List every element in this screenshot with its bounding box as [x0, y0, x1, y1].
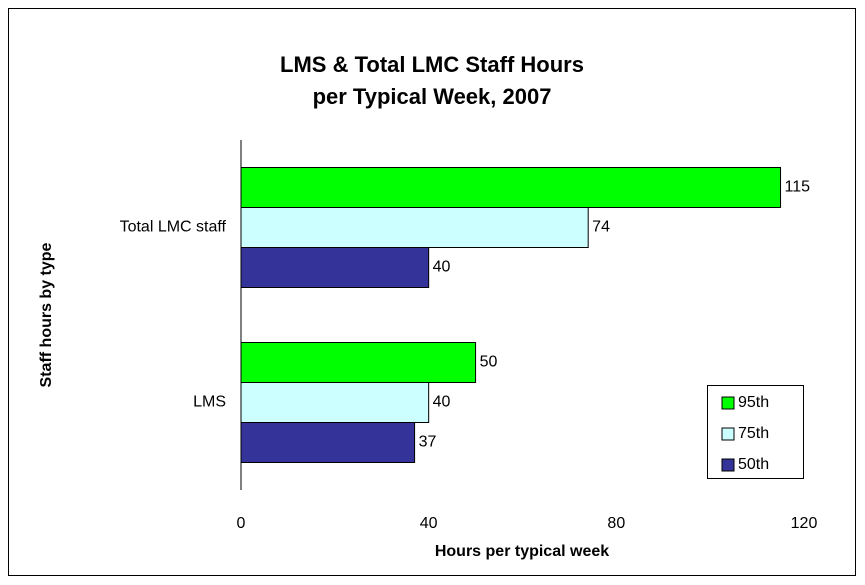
data-label: 40 — [433, 259, 451, 276]
x-tick-label: 80 — [607, 515, 625, 532]
data-label: 37 — [419, 434, 437, 451]
chart-title: LMS & Total LMC Staff Hours — [280, 52, 584, 77]
data-label: 40 — [433, 394, 451, 411]
x-tick-label: 120 — [791, 515, 818, 532]
x-tick-label: 0 — [237, 515, 246, 532]
bar — [240, 382, 430, 423]
data-label: 50 — [480, 354, 498, 371]
y-axis-title: Staff hours by type — [38, 242, 55, 387]
y-tick-label: Total LMC staff — [120, 219, 227, 236]
legend-swatch — [721, 427, 735, 441]
bar — [240, 342, 477, 383]
data-label: 115 — [785, 179, 811, 196]
bar — [240, 247, 430, 288]
legend-label: 75th — [738, 425, 769, 442]
bar — [240, 167, 782, 208]
legend-label: 50th — [738, 456, 769, 473]
data-label: 74 — [592, 219, 610, 236]
x-axis-title: Hours per typical week — [435, 543, 609, 560]
chart-title: per Typical Week, 2007 — [313, 84, 552, 109]
x-tick-label: 40 — [420, 515, 438, 532]
chart-border — [8, 8, 856, 576]
bar — [240, 422, 416, 463]
legend-swatch — [721, 458, 735, 472]
legend-label: 95th — [738, 394, 769, 411]
y-tick-label: LMS — [193, 394, 226, 411]
legend-swatch — [721, 396, 735, 410]
bar — [240, 207, 589, 248]
